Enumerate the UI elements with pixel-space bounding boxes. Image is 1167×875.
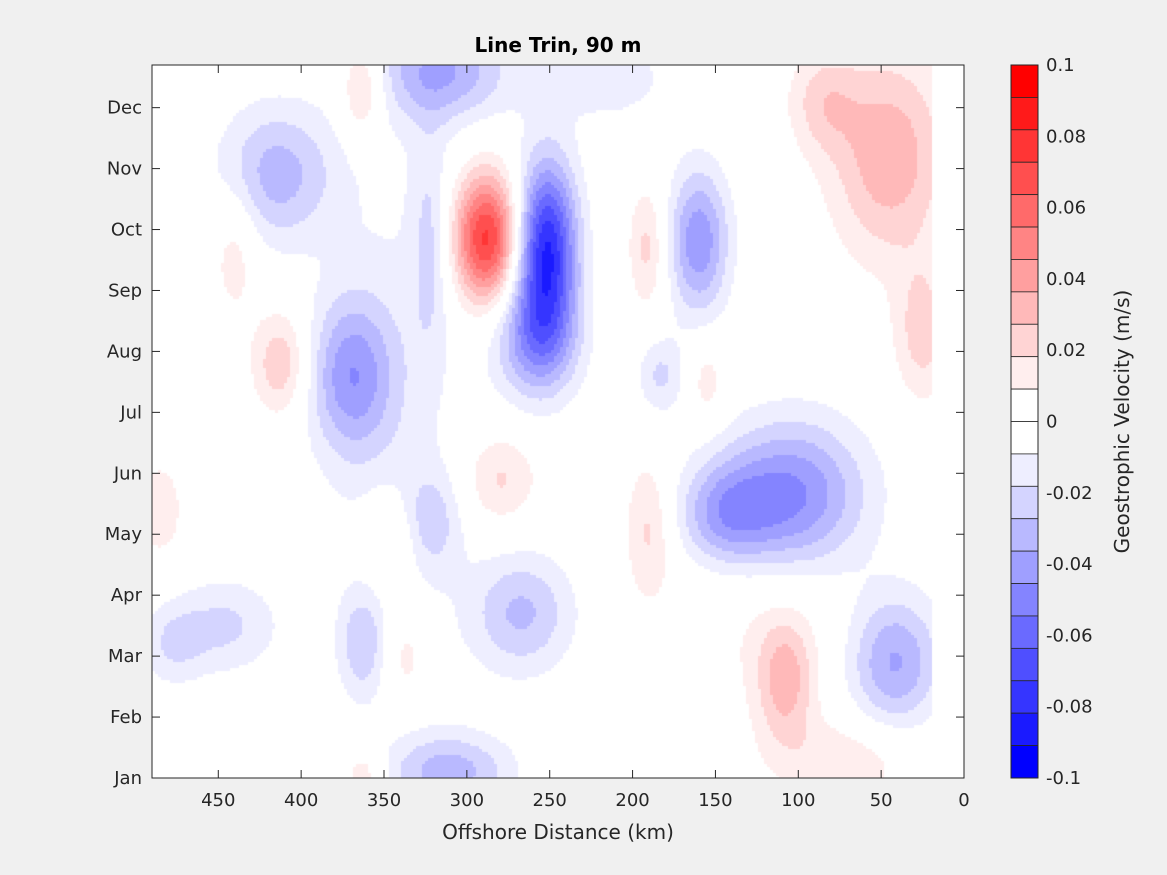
- contour-fill: [152, 65, 964, 778]
- colorbar-swatch: [1010, 550, 1039, 584]
- x-tick-label: 0: [958, 790, 969, 811]
- colorbar-swatch: [1010, 388, 1039, 422]
- colorbar-tick-label: -0.06: [1046, 625, 1093, 646]
- chart-title: Line Trin, 90 m: [475, 33, 642, 57]
- x-tick-label: 450: [201, 790, 235, 811]
- colorbar-swatch: [1010, 647, 1039, 682]
- colorbar-swatch: [1010, 259, 1039, 293]
- x-tick-label: 200: [615, 790, 649, 811]
- colorbar-swatch: [1010, 485, 1039, 520]
- colorbar: 0.1 0.08 0.06 0.04 0.02 0 -0.02 -0.04 -0.06 -0.08…: [1010, 55, 1093, 789]
- colorbar-swatch: [1010, 356, 1039, 390]
- y-tick-label: Aug: [107, 341, 142, 362]
- colorbar-swatch: [1010, 129, 1039, 163]
- colorbar-swatch: [1010, 518, 1039, 552]
- y-tick-label: Jan: [113, 768, 142, 789]
- y-tick-label: Mar: [108, 646, 143, 667]
- colorbar-swatch: [1010, 323, 1039, 358]
- x-tick-label: 400: [284, 790, 318, 811]
- colorbar-tick-label: 0: [1046, 412, 1057, 433]
- x-tick-label: 300: [450, 790, 484, 811]
- y-tick-label: Sep: [108, 280, 142, 301]
- colorbar-swatch: [1010, 226, 1039, 260]
- plot-frame: [151, 64, 965, 779]
- colorbar-swatch: [1010, 680, 1039, 714]
- x-tick-label: 50: [870, 790, 893, 811]
- y-tick-label: Apr: [111, 585, 143, 606]
- x-axis: 450 400 350 300 250 200 150 100 50 0: [201, 65, 970, 811]
- colorbar-swatch: [1010, 64, 1039, 98]
- colorbar-tick-label: 0.02: [1046, 340, 1086, 361]
- colorbar-swatch: [1010, 421, 1039, 455]
- colorbar-tick-label: -0.08: [1046, 697, 1093, 718]
- x-tick-label: 350: [367, 790, 401, 811]
- x-tick-label: 150: [698, 790, 732, 811]
- y-tick-label: Feb: [110, 707, 142, 728]
- colorbar-swatch: [1010, 161, 1039, 196]
- colorbar-swatch: [1010, 745, 1039, 779]
- y-tick-label: May: [105, 524, 143, 545]
- colorbar-tick-label: -0.04: [1046, 554, 1093, 575]
- y-axis: Jan Feb Mar Apr May Jun Jul Aug Sep Oct Nov Dec: [105, 98, 964, 789]
- colorbar-swatch: [1010, 291, 1039, 325]
- x-axis-label: Offshore Distance (km): [442, 820, 674, 844]
- y-tick-label: Jul: [119, 402, 142, 423]
- colorbar-swatch: [1010, 97, 1039, 131]
- y-tick-label: Nov: [107, 159, 142, 180]
- y-tick-label: Dec: [107, 98, 142, 119]
- colorbar-tick-label: -0.1: [1046, 768, 1081, 789]
- colorbar-swatch: [1010, 194, 1039, 228]
- colorbar-tick-label: 0.08: [1046, 126, 1086, 147]
- colorbar-frame: [1010, 64, 1039, 779]
- colorbar-tick-label: 0.06: [1046, 198, 1086, 219]
- colorbar-swatch: [1010, 615, 1039, 649]
- colorbar-swatch: [1010, 453, 1039, 487]
- colorbar-swatch: [1010, 712, 1039, 746]
- colorbar-tick-label: 0.1: [1046, 55, 1075, 76]
- colorbar-label: Geostrophic Velocity (m/s): [1110, 290, 1134, 554]
- y-tick-label: Jun: [113, 463, 142, 484]
- plot-area: [152, 65, 964, 778]
- colorbar-tick-label: -0.02: [1046, 483, 1093, 504]
- x-tick-label: 100: [781, 790, 815, 811]
- y-tick-label: Oct: [111, 220, 142, 241]
- x-tick-label: 250: [533, 790, 567, 811]
- colorbar-swatch: [1010, 583, 1039, 617]
- colorbar-tick-label: 0.04: [1046, 269, 1086, 290]
